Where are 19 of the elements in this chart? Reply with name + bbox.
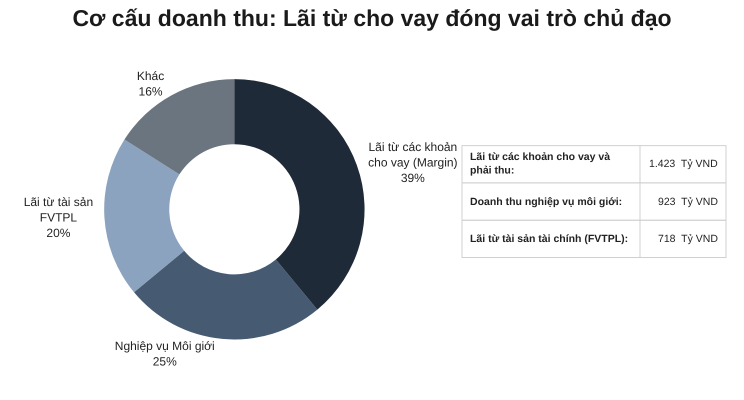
slice-label: Khác [136, 69, 164, 84]
donut-slice [124, 79, 234, 174]
data-label: 16% [138, 84, 163, 99]
slice-label: Lãi từ tài sản FVTPL [24, 194, 94, 225]
text: 1.423 Tỷ VND [649, 158, 718, 170]
donut-slice [104, 140, 184, 292]
chart-title: Cơ cấu doanh thu: Lãi từ cho vay đóng vai trò chủ đạo [72, 5, 672, 32]
slice-label: Nghiệp vụ Môi giới [114, 338, 215, 353]
donut-slice [134, 250, 318, 340]
text: Lãi từ tài sản tài chính (FVTPL): [470, 233, 628, 245]
text: Lãi từ các khoản cho vay và phải thu: [470, 151, 610, 177]
slice-label: Lãi từ các khoản cho vay (Margin) [368, 140, 458, 170]
text: 923 Tỷ VND [658, 196, 718, 208]
donut-slice [234, 79, 365, 310]
data-label: 39% [400, 171, 426, 186]
text: 718 Tỷ VND [658, 233, 718, 245]
text: Doanh thu nghiệp vụ môi giới: [470, 196, 622, 208]
data-label: 25% [152, 354, 178, 368]
data-label: 20% [46, 226, 71, 240]
